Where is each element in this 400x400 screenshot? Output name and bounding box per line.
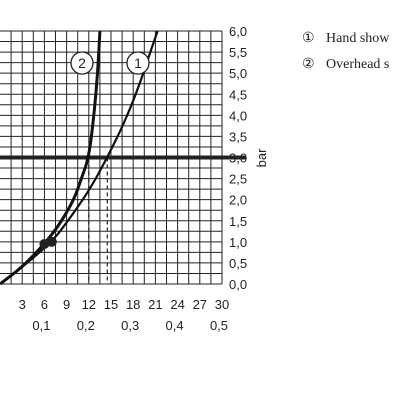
x-tick-label: 21 — [148, 297, 162, 312]
x-tick-label-secondary: 0,1 — [32, 318, 50, 333]
chart-legend: ① Hand show ② Overhead s — [302, 31, 390, 72]
x-tick-label: 3 — [19, 297, 26, 312]
y-axis-label: bar — [254, 148, 269, 167]
y-tick-label: 3,0 — [229, 151, 247, 166]
y-tick-label: 2,5 — [229, 172, 247, 187]
data-point — [46, 236, 57, 247]
x-tick-label-secondary: 0,2 — [77, 318, 95, 333]
legend-marker: ② — [302, 57, 315, 72]
y-tick-label: 3,5 — [229, 129, 247, 144]
y-tick-label: 0,0 — [229, 277, 247, 292]
y-tick-label: 4,0 — [229, 108, 247, 123]
x-tick-label: 30 — [215, 297, 229, 312]
y-tick-label: 5,0 — [229, 66, 247, 81]
chart-curves: 12 — [0, 30, 159, 286]
x-tick-label: 24 — [170, 297, 184, 312]
curve-marker-label-2: 2 — [78, 55, 86, 71]
x-tick-label-secondary: 0,3 — [121, 318, 139, 333]
legend-label: Overhead s — [326, 57, 389, 72]
y-tick-label: 6,0 — [229, 24, 247, 39]
x-tick-label: 27 — [193, 297, 207, 312]
legend-label: Hand show — [326, 31, 390, 46]
x-tick-label: 6 — [41, 297, 48, 312]
x-tick-label-secondary: 0,4 — [166, 318, 184, 333]
y-tick-label: 2,0 — [229, 193, 247, 208]
series-line-2 — [0, 30, 102, 286]
x-tick-label: 9 — [63, 297, 70, 312]
curve-marker-label-1: 1 — [134, 55, 142, 71]
y-tick-label: 0,5 — [229, 256, 247, 271]
y-tick-label: 1,5 — [229, 214, 247, 229]
legend-marker: ① — [302, 31, 315, 46]
x-tick-label: 18 — [126, 297, 140, 312]
y-tick-label: 1,0 — [229, 235, 247, 250]
x-tick-label: 15 — [104, 297, 118, 312]
curve-marker-1 — [126, 51, 150, 75]
chart-ticks: 0,0 0,5 1,0 1,5 2,0 2,5 3,0 3,5 4,0 4,5 5,0 5,5 6,0 3… — [19, 24, 247, 333]
x-tick-label-secondary: 0,5 — [210, 318, 228, 333]
y-tick-label: 5,5 — [229, 45, 247, 60]
curve-marker-2 — [70, 51, 94, 75]
chart-grid — [0, 30, 246, 285]
y-tick-label: 4,5 — [229, 87, 247, 102]
x-tick-label: 12 — [82, 297, 96, 312]
